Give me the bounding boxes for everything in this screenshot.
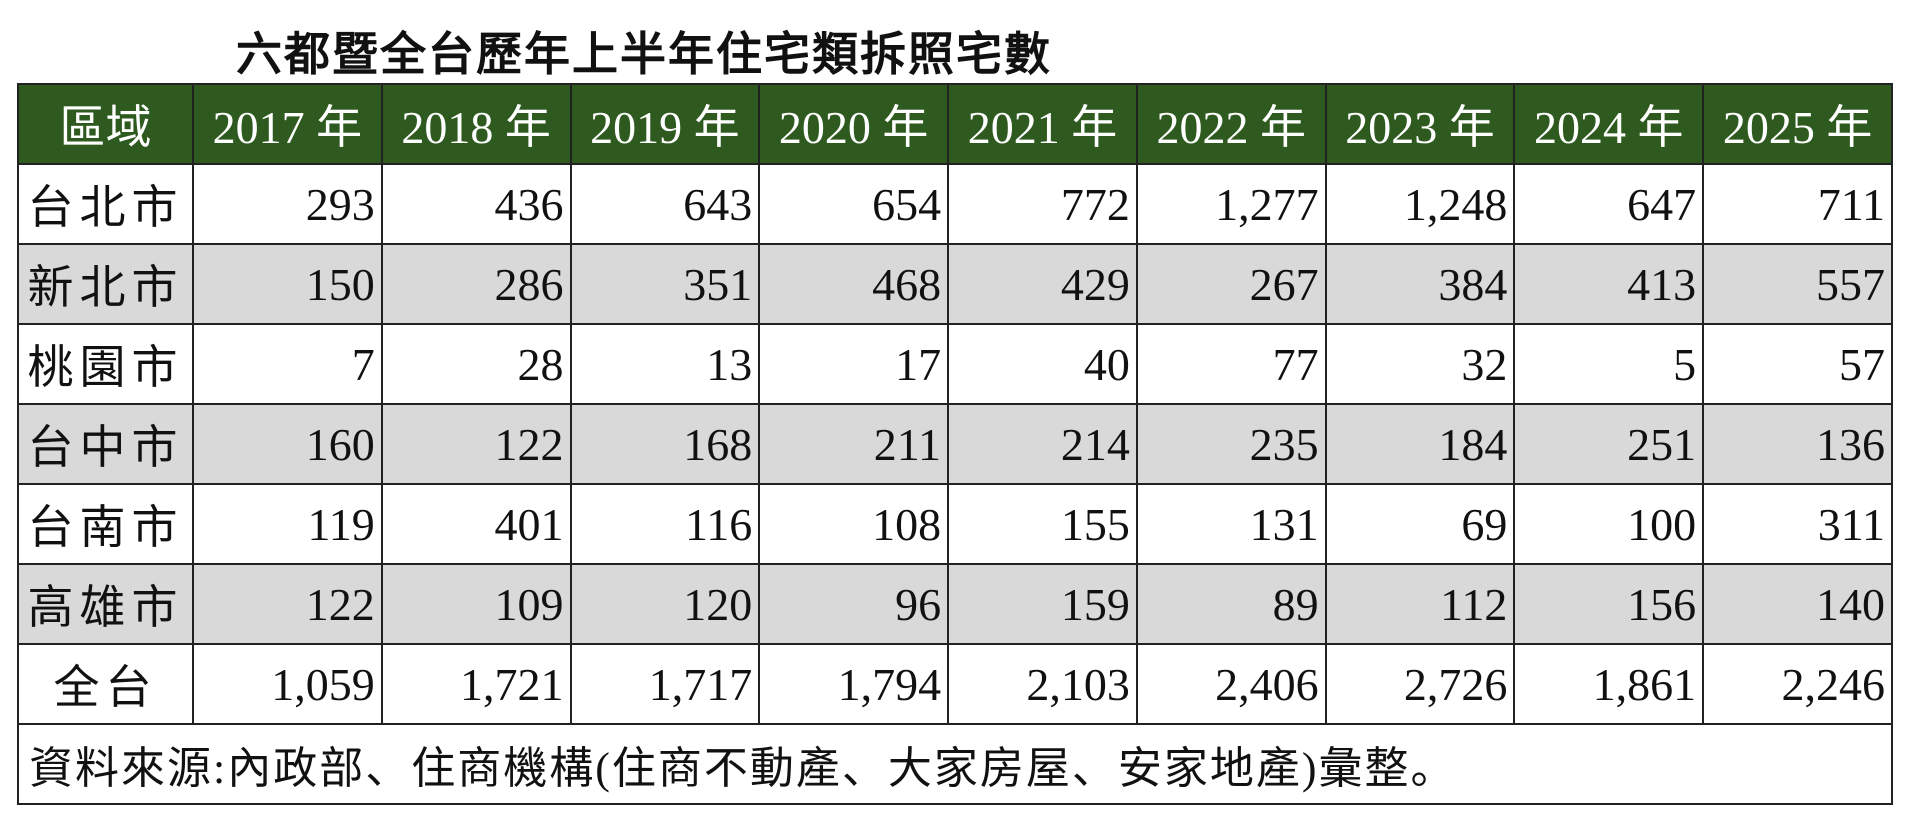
cell: 168: [569, 403, 761, 485]
cell: 401: [380, 483, 572, 565]
cell: 1,248: [1324, 163, 1516, 245]
table-row: 台北市 293 436 643 654 772 1,277 1,248 647 711: [17, 163, 1893, 245]
cell: 711: [1702, 163, 1893, 245]
row-label: 台南市: [17, 483, 194, 565]
cell: 116: [569, 483, 761, 565]
cell: 159: [947, 563, 1138, 645]
cell: 2,406: [1135, 643, 1327, 725]
cell: 40: [947, 323, 1138, 405]
cell: 647: [1513, 163, 1705, 245]
cell: 413: [1513, 243, 1705, 325]
cell: 109: [380, 563, 572, 645]
cell: 160: [192, 403, 383, 485]
cell: 5: [1513, 323, 1705, 405]
table-row: 桃園市 7 28 13 17 40 77 32 5 57: [17, 323, 1893, 405]
cell: 136: [1702, 403, 1893, 485]
cell: 654: [758, 163, 950, 245]
row-label: 新北市: [17, 243, 194, 325]
cell: 150: [192, 243, 383, 325]
cell: 156: [1513, 563, 1705, 645]
column-header: 2019 年: [569, 83, 761, 165]
cell: 77: [1135, 323, 1327, 405]
column-header: 2022 年: [1135, 83, 1327, 165]
cell: 1,794: [758, 643, 950, 725]
column-header: 2021 年: [947, 83, 1138, 165]
table-row: 台中市 160 122 168 211 214 235 184 251 136: [17, 403, 1893, 485]
cell: 267: [1135, 243, 1327, 325]
cell: 2,726: [1324, 643, 1516, 725]
header-row: 區域 2017 年 2018 年 2019 年 2020 年 2021 年 2022 年 20…: [17, 83, 1893, 165]
cell: 100: [1513, 483, 1705, 565]
row-label: 全台: [17, 643, 194, 725]
cell: 293: [192, 163, 383, 245]
cell: 468: [758, 243, 950, 325]
cell: 1,721: [380, 643, 572, 725]
cell: 1,861: [1513, 643, 1705, 725]
cell: 17: [758, 323, 950, 405]
table-row: 台南市 119 401 116 108 155 131 69 100 311: [17, 483, 1893, 565]
cell: 211: [758, 403, 950, 485]
cell: 286: [380, 243, 572, 325]
cell: 131: [1135, 483, 1327, 565]
column-header: 區域: [17, 83, 194, 165]
cell: 32: [1324, 323, 1516, 405]
cell: 235: [1135, 403, 1327, 485]
table-row: 全台 1,059 1,721 1,717 1,794 2,103 2,406 2,726 1,8…: [17, 643, 1893, 725]
cell: 69: [1324, 483, 1516, 565]
cell: 1,277: [1135, 163, 1327, 245]
cell: 112: [1324, 563, 1516, 645]
cell: 13: [569, 323, 761, 405]
cell: 184: [1324, 403, 1516, 485]
cell: 429: [947, 243, 1138, 325]
cell: 57: [1702, 323, 1893, 405]
table-row: 新北市 150 286 351 468 429 267 384 413 557: [17, 243, 1893, 325]
cell: 108: [758, 483, 950, 565]
cell: 140: [1702, 563, 1893, 645]
cell: 122: [192, 563, 383, 645]
row-label: 台北市: [17, 163, 194, 245]
cell: 28: [380, 323, 572, 405]
cell: 2,246: [1702, 643, 1893, 725]
row-label: 台中市: [17, 403, 194, 485]
column-header: 2025 年: [1702, 83, 1893, 165]
cell: 351: [569, 243, 761, 325]
footnote: 資料來源:內政部、住商機構(住商不動產、大家房屋、安家地產)彙整。: [17, 723, 1893, 805]
cell: 96: [758, 563, 950, 645]
cell: 311: [1702, 483, 1893, 565]
column-header: 2024 年: [1513, 83, 1705, 165]
cell: 120: [569, 563, 761, 645]
cell: 119: [192, 483, 383, 565]
title: 六都暨全台歷年上半年住宅類拆照宅數: [236, 29, 1052, 80]
cell: 7: [192, 323, 383, 405]
cell: 214: [947, 403, 1138, 485]
row-label: 高雄市: [17, 563, 194, 645]
cell: 1,717: [569, 643, 761, 725]
footnote-row: 資料來源:內政部、住商機構(住商不動產、大家房屋、安家地產)彙整。: [17, 723, 1893, 805]
column-header: 2023 年: [1324, 83, 1516, 165]
cell: 89: [1135, 563, 1327, 645]
cell: 384: [1324, 243, 1516, 325]
cell: 436: [380, 163, 572, 245]
cell: 122: [380, 403, 572, 485]
cell: 155: [947, 483, 1138, 565]
cell: 1,059: [192, 643, 383, 725]
column-header: 2018 年: [380, 83, 572, 165]
column-header: 2020 年: [758, 83, 950, 165]
data-table: 區域 2017 年 2018 年 2019 年 2020 年 2021 年 2022 年 20…: [17, 83, 1893, 805]
column-header: 2017 年: [192, 83, 383, 165]
cell: 557: [1702, 243, 1893, 325]
cell: 643: [569, 163, 761, 245]
cell: 772: [947, 163, 1138, 245]
cell: 251: [1513, 403, 1705, 485]
table-row: 高雄市 122 109 120 96 159 89 112 156 140: [17, 563, 1893, 645]
cell: 2,103: [947, 643, 1138, 725]
row-label: 桃園市: [17, 323, 194, 405]
